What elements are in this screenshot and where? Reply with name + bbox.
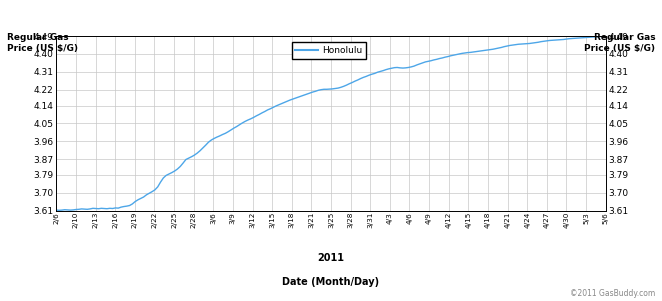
Text: Date (Month/Day): Date (Month/Day) xyxy=(283,277,379,287)
Text: Regular Gas
Price (US $/G): Regular Gas Price (US $/G) xyxy=(7,33,77,52)
Text: Regular Gas
Price (US $/G): Regular Gas Price (US $/G) xyxy=(585,33,655,52)
Text: ©2011 GasBuddy.com: ©2011 GasBuddy.com xyxy=(570,289,655,298)
Text: 2011: 2011 xyxy=(318,253,344,263)
Legend: Honolulu: Honolulu xyxy=(291,42,366,59)
